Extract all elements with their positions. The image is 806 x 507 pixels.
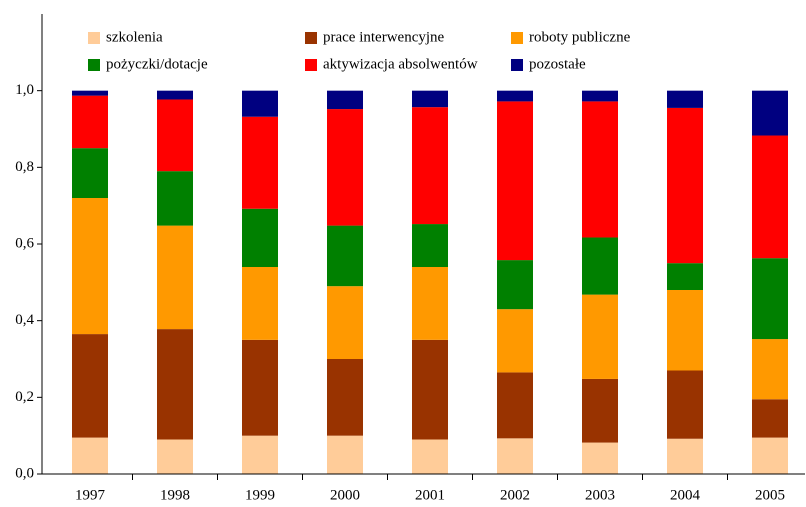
bar-segment xyxy=(327,286,363,359)
legend-label: pożyczki/dotacje xyxy=(106,56,208,72)
bar-segment xyxy=(752,339,788,400)
y-tick-label: 0,2 xyxy=(15,389,34,405)
bar-segment xyxy=(497,372,533,439)
bar-segment xyxy=(752,135,788,259)
bar-segment xyxy=(412,90,448,108)
bar-segment xyxy=(242,90,278,117)
bar-segment xyxy=(157,225,193,330)
bar-segment xyxy=(752,399,788,438)
bar-segment xyxy=(157,90,193,100)
y-tick-label: 1,0 xyxy=(15,82,34,98)
x-tick-label: 2003 xyxy=(585,487,615,503)
bar-segment xyxy=(72,95,108,149)
bar-segment xyxy=(72,148,108,198)
x-tick-label: 1999 xyxy=(245,487,275,503)
bar-segment xyxy=(497,260,533,310)
bar-segment xyxy=(497,438,533,474)
bar-segment xyxy=(157,329,193,440)
bar-segment xyxy=(242,339,278,436)
bar-segment xyxy=(327,90,363,110)
bar-segment xyxy=(582,294,618,379)
bar-segment xyxy=(157,439,193,474)
legend-swatch xyxy=(305,59,317,71)
bar-segment xyxy=(412,439,448,474)
bar-segment xyxy=(157,171,193,226)
bar-segment xyxy=(72,90,108,96)
bar-segment xyxy=(752,258,788,340)
legend-swatch xyxy=(511,59,523,71)
x-tick-label: 2000 xyxy=(330,487,360,503)
bar-segment xyxy=(497,90,533,102)
bar-segment xyxy=(242,267,278,340)
bar-segment xyxy=(157,99,193,172)
bar-segment xyxy=(72,198,108,335)
bar-segment xyxy=(72,334,108,438)
bar-segment xyxy=(412,339,448,440)
bar-segment xyxy=(242,435,278,474)
x-tick-label: 2004 xyxy=(670,487,701,503)
y-tick-label: 0,0 xyxy=(15,465,34,481)
bar-segment xyxy=(412,224,448,267)
bar-segment xyxy=(582,101,618,238)
x-tick-label: 2005 xyxy=(755,487,785,503)
bar-segment xyxy=(412,267,448,340)
bar-segment xyxy=(667,438,703,474)
bar-segment xyxy=(667,290,703,371)
bar-segment xyxy=(582,90,618,102)
legend-swatch xyxy=(511,32,523,44)
legend-swatch xyxy=(88,32,100,44)
legend-label: prace interwencyjne xyxy=(323,29,445,45)
bar-segment xyxy=(242,208,278,267)
x-tick-label: 2002 xyxy=(500,487,530,503)
x-tick-label: 1997 xyxy=(75,487,106,503)
bar-segment xyxy=(242,116,278,209)
legend-swatch xyxy=(305,32,317,44)
y-tick-label: 0,4 xyxy=(15,312,34,328)
bar-segment xyxy=(327,109,363,226)
legend-label: szkolenia xyxy=(106,29,163,45)
bar-segment xyxy=(327,359,363,436)
bar-segment xyxy=(497,309,533,373)
bar-segment xyxy=(667,90,703,108)
bar-segment xyxy=(752,90,788,136)
x-tick-label: 2001 xyxy=(415,487,445,503)
bar-segment xyxy=(667,370,703,439)
y-tick-label: 0,8 xyxy=(15,159,34,175)
legend-swatch xyxy=(88,59,100,71)
y-tick-label: 0,6 xyxy=(15,235,34,251)
legend-label: pozostałe xyxy=(529,56,586,72)
bar-segment xyxy=(327,225,363,287)
bar-segment xyxy=(327,435,363,474)
bar-segment xyxy=(667,263,703,290)
legend-label: roboty publiczne xyxy=(529,29,631,45)
x-tick-label: 1998 xyxy=(160,487,190,503)
legend-label: aktywizacja absolwentów xyxy=(323,56,478,72)
bar-segment xyxy=(412,107,448,225)
bar-segment xyxy=(582,378,618,443)
bar-segment xyxy=(72,437,108,474)
bar-segment xyxy=(497,101,533,261)
bar-segment xyxy=(667,107,703,264)
bar-segment xyxy=(752,437,788,474)
bar-segment xyxy=(582,442,618,474)
bar-segment xyxy=(582,237,618,295)
